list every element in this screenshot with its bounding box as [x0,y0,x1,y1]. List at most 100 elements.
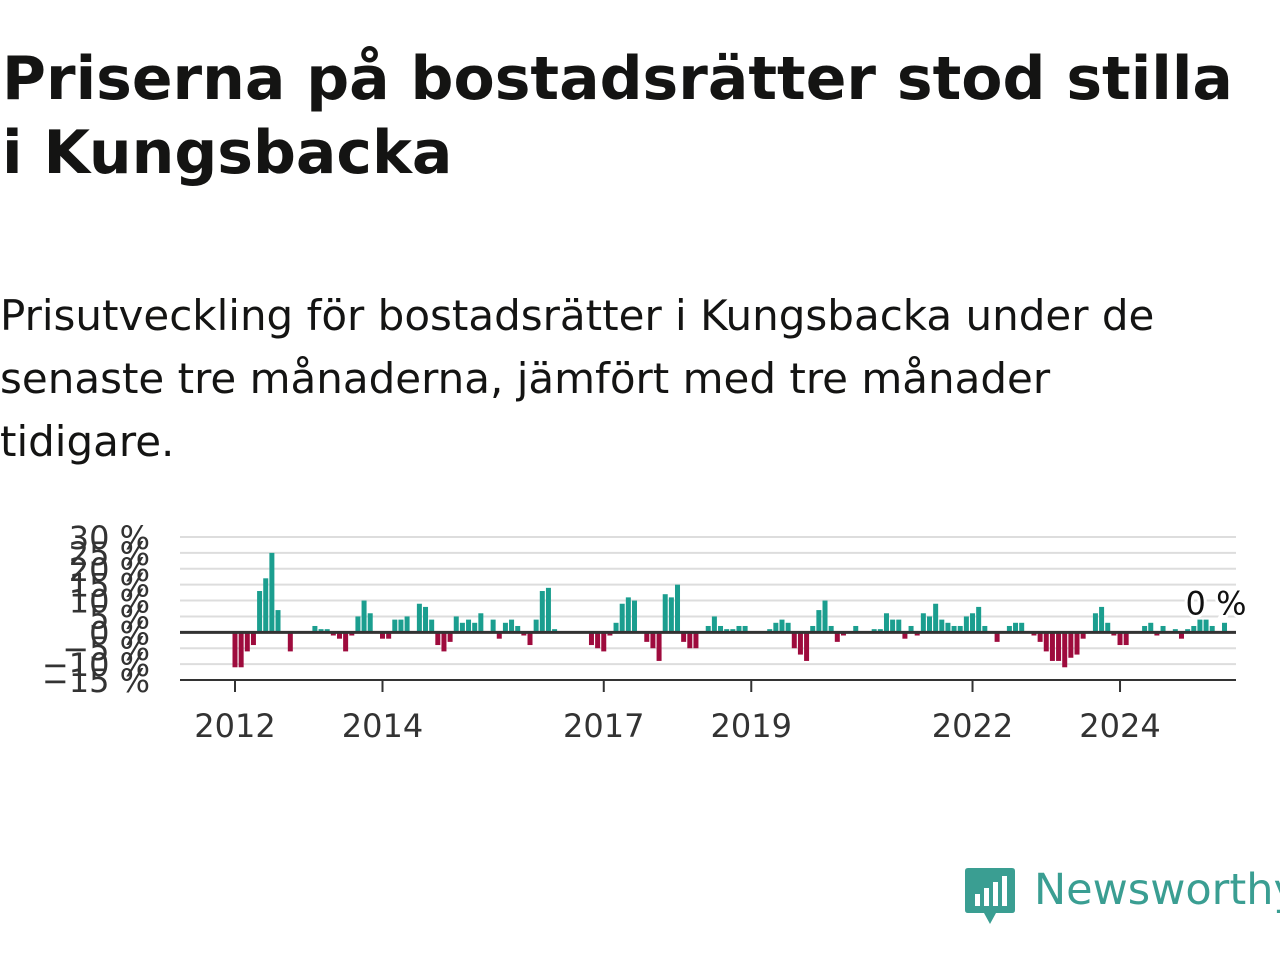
bar [490,619,496,633]
bar [1111,632,1117,636]
bar [1203,619,1209,633]
bar [1043,632,1049,652]
bar [1092,613,1098,633]
bar [275,610,281,633]
bar [1080,632,1086,639]
bar [926,616,932,633]
bar [828,625,834,633]
bar [336,632,342,639]
bar [687,632,693,649]
bar [386,632,392,639]
newsworthy-logo: Newsworthy [962,864,1280,930]
bar [318,629,324,633]
bar [1074,632,1080,655]
bar [250,632,256,646]
bar-chart-speech-bubble-icon [965,868,1015,924]
y-tick-label: 5 % [89,598,150,636]
bar [834,632,840,642]
bar [933,603,939,633]
bar [545,587,551,633]
bar [1006,625,1012,633]
bar [779,619,785,633]
bar [361,600,367,633]
chart-subtitle: Prisutveckling för bostadsrätter i Kungs… [0,291,1155,466]
bar [730,629,736,633]
bar [883,613,889,633]
bar [349,632,355,636]
bar [1049,632,1055,661]
bar [287,632,293,652]
bar [797,632,803,655]
bar [588,632,594,646]
bar [1099,606,1105,633]
bar [816,610,822,633]
x-tick-label: 2012 [194,707,275,745]
x-tick-label: 2017 [563,707,644,745]
tick-labels: 30 %25 %20 %15 %10 %5 %0 %−5 %−10 %−15 %… [42,519,1250,745]
bar [269,552,275,633]
bar [736,625,742,633]
bar [1037,632,1043,642]
bar [1160,625,1166,633]
bar [453,616,459,633]
y-tick-label: −5 % [62,630,150,668]
bar [263,578,269,633]
x-tick-label: 2024 [1079,707,1160,745]
bar [244,632,250,652]
bar [1142,625,1148,633]
bar [1191,625,1197,633]
bar [404,616,410,633]
bar [1209,625,1215,633]
bar [257,591,263,633]
bar [601,632,607,652]
bar [1154,632,1160,636]
bar [711,616,717,633]
bar [625,597,631,633]
bar [951,625,957,633]
y-tick-label: 0 % [89,614,150,652]
bar [810,625,816,633]
x-tick-label: 2014 [342,707,423,745]
bar [853,625,859,633]
bar [527,632,533,646]
bar [896,619,902,633]
bar [330,632,336,636]
bar [502,622,508,633]
y-tick-label: 15 % [69,567,150,605]
bar [718,625,724,633]
y-tick-label: −15 % [42,662,150,700]
bar [472,622,478,633]
bar [840,632,846,636]
x-tick-label: 2022 [932,707,1013,745]
bar [515,625,521,633]
bar [459,622,465,633]
bar [656,632,662,661]
bars [232,552,1228,668]
bar [650,632,656,649]
bar [994,632,1000,642]
bar [1222,622,1228,633]
bar [939,619,945,633]
last-value-label: 0 % [1186,584,1247,622]
bar [429,619,435,633]
bar [1031,632,1037,636]
bar [1068,632,1074,658]
bar [312,625,318,633]
brand-name: Newsworthy [1034,865,1280,915]
bar [1019,622,1025,633]
bar [804,632,810,661]
bar [963,616,969,633]
bar [662,594,668,633]
bar [539,591,545,633]
bar [877,629,883,633]
bar [675,584,681,633]
bar [705,625,711,633]
bar [681,632,687,642]
y-tick-label: 20 % [69,551,150,589]
bar [509,619,515,633]
bar [367,613,373,633]
bar [668,597,674,633]
bar [496,632,502,639]
bar [392,619,398,633]
bar [398,619,404,633]
